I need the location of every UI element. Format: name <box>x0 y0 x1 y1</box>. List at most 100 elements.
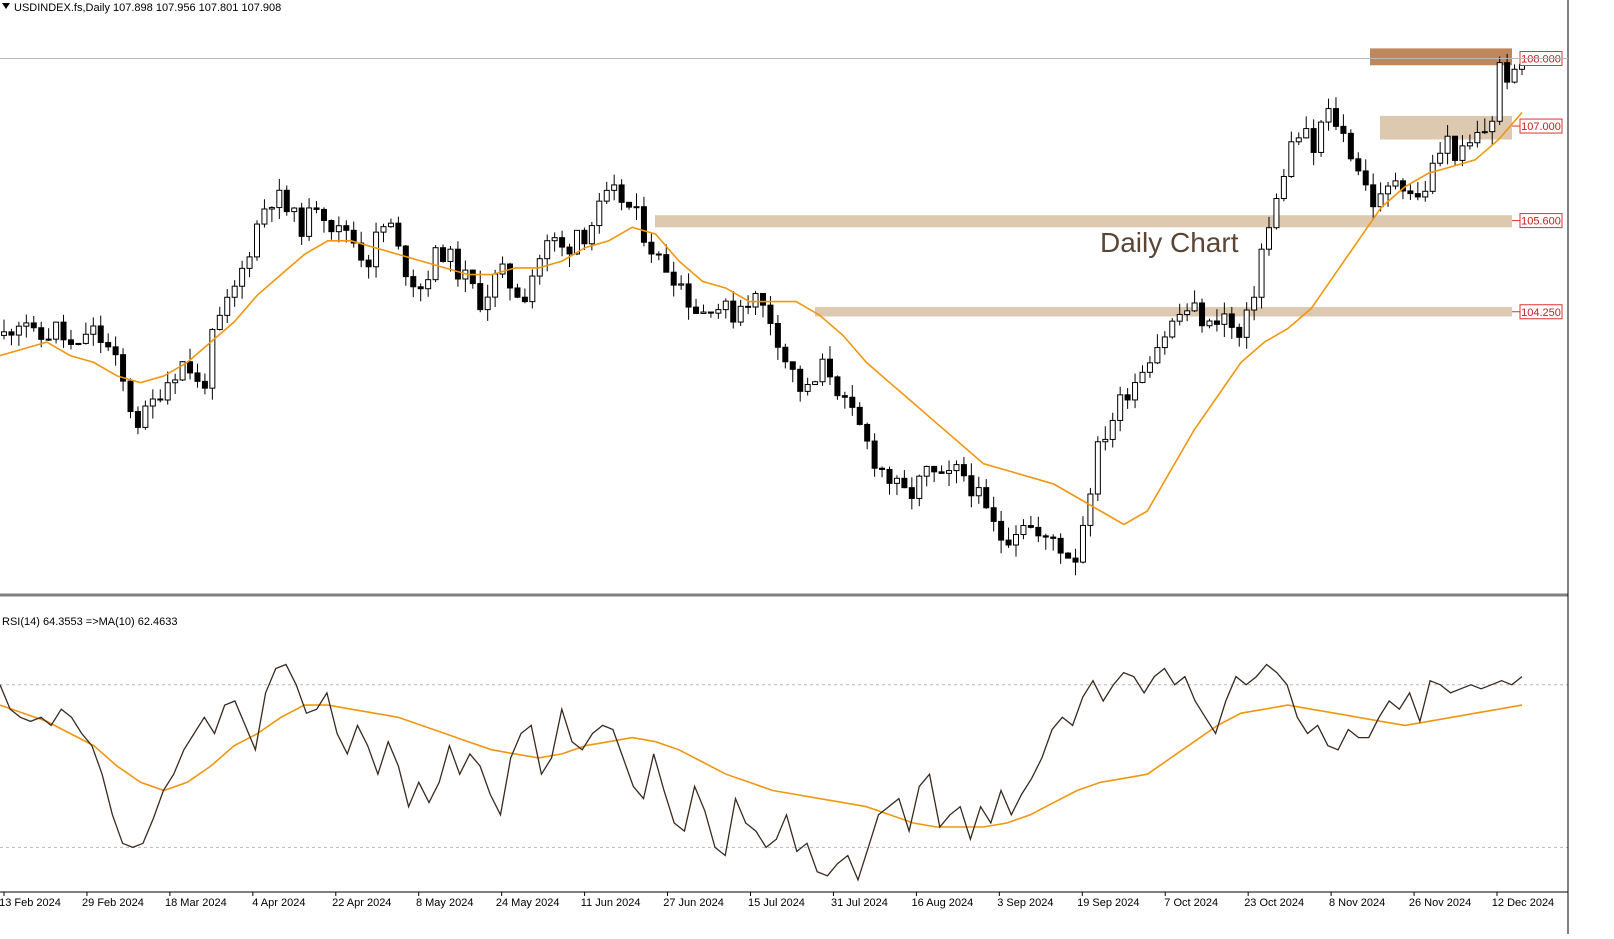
bear-candle <box>395 222 402 247</box>
bear-candle <box>1005 539 1012 546</box>
bear-candle <box>328 219 335 233</box>
bull-candle <box>737 305 744 323</box>
bear-candle <box>685 283 692 308</box>
bear-candle <box>1370 184 1377 208</box>
bull-candle <box>23 322 30 327</box>
bull-candle <box>335 225 342 233</box>
bull-candle <box>1318 121 1325 153</box>
price-zone[interactable] <box>655 215 1512 228</box>
bull-candle <box>276 189 283 209</box>
date-tick-label: 3 Sep 2024 <box>997 897 1053 909</box>
bull-candle <box>492 273 499 298</box>
bear-candle <box>618 184 625 203</box>
bear-candle <box>1057 537 1064 554</box>
bull-candle <box>1273 198 1280 229</box>
bull-candle <box>15 325 22 336</box>
bear-candle <box>990 507 997 522</box>
bull-candle <box>261 208 268 225</box>
bull-candle <box>1392 180 1399 187</box>
bear-candle <box>648 241 655 255</box>
bull-candle <box>1161 336 1168 349</box>
date-tick-label: 22 Apr 2024 <box>332 897 391 909</box>
bull-candle <box>373 231 380 268</box>
bull-candle <box>1117 394 1124 421</box>
bear-candle <box>440 247 447 262</box>
bear-candle <box>886 468 893 484</box>
bear-candle <box>1027 525 1034 528</box>
bull-candle <box>216 314 223 330</box>
price-label-text: 104.250 <box>1521 307 1561 319</box>
bull-candle <box>819 358 826 383</box>
bear-candle <box>410 276 417 288</box>
bull-candle <box>484 296 491 311</box>
bull-candle <box>142 405 149 428</box>
price-label-text: 108.000 <box>1521 54 1561 66</box>
date-tick-label: 16 Aug 2024 <box>911 897 973 909</box>
bull-candle <box>306 207 313 237</box>
bear-candle <box>789 361 796 370</box>
bear-candle <box>901 477 908 489</box>
bull-candle <box>149 398 156 407</box>
bear-candle <box>938 471 945 474</box>
bull-candle <box>239 267 246 287</box>
price-zone[interactable] <box>815 307 1512 317</box>
bear-candle <box>127 380 134 413</box>
bear-candle <box>514 287 521 298</box>
bear-candle <box>655 253 662 256</box>
bear-candle <box>559 237 566 248</box>
bear-candle <box>38 327 45 340</box>
collapse-arrow-icon[interactable] <box>2 3 10 9</box>
bear-candle <box>350 229 357 244</box>
bull-candle <box>45 338 52 341</box>
bull-candle <box>1154 347 1161 364</box>
bull-candle <box>209 328 216 389</box>
bull-candle <box>722 300 729 311</box>
bull-candle <box>633 206 640 209</box>
price-label-box <box>1519 213 1563 229</box>
bull-candle <box>1206 320 1213 327</box>
bear-candle <box>908 487 915 499</box>
bull-candle <box>246 256 253 269</box>
bull-candle <box>1474 131 1481 144</box>
bear-candle <box>1035 526 1042 537</box>
price-labels-layer: 108.000 107.000 105.600 104.250 <box>1512 51 1563 320</box>
date-tick-label: 8 May 2024 <box>416 897 473 909</box>
zones-layer <box>655 48 1512 317</box>
bull-candle <box>1139 371 1146 384</box>
bear-candle <box>1310 128 1317 153</box>
bear-candle <box>30 322 37 329</box>
bull-candle <box>1221 313 1228 325</box>
bear-candle <box>626 201 633 208</box>
bull-candle <box>231 285 238 298</box>
bear-candle <box>187 361 194 374</box>
bear-candle <box>313 207 320 210</box>
bull-candle <box>1087 493 1094 526</box>
bear-candle <box>693 306 700 314</box>
bear-candle <box>201 380 208 389</box>
bear-candle <box>849 396 856 408</box>
bear-candle <box>871 440 878 469</box>
bull-candle <box>544 240 551 260</box>
date-tick-label: 27 Jun 2024 <box>663 897 724 909</box>
bull-candle <box>573 229 580 255</box>
bull-candle <box>700 311 707 314</box>
bull-candle <box>588 225 595 245</box>
bear-candle <box>365 259 372 268</box>
bear-candle <box>60 321 67 341</box>
bull-candle <box>1489 120 1496 133</box>
bull-candle <box>387 222 394 228</box>
date-tick-label: 19 Sep 2024 <box>1077 897 1139 909</box>
bear-candle <box>879 467 886 470</box>
bull-candle <box>812 381 819 385</box>
bear-candle <box>1124 394 1131 401</box>
bear-candle <box>1504 62 1511 83</box>
bull-candle <box>82 333 89 344</box>
bull-candle <box>291 207 298 213</box>
bear-candle <box>469 269 476 285</box>
bull-candle <box>551 237 558 242</box>
bear-candle <box>1355 158 1362 172</box>
price-zone[interactable] <box>1370 48 1512 66</box>
bull-candle <box>499 263 506 275</box>
bear-candle <box>774 322 781 348</box>
bull-candle <box>1109 419 1116 440</box>
